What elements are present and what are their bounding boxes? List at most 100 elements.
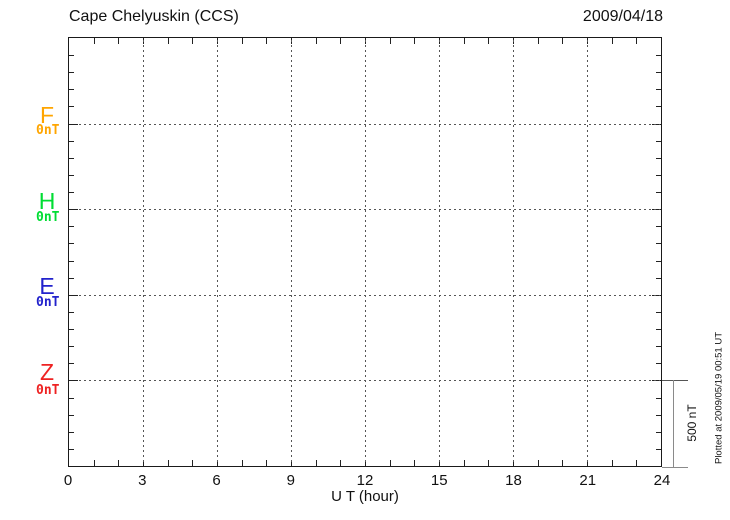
x-tick-bottom — [488, 460, 489, 466]
v-gridline — [513, 40, 514, 465]
v-gridline — [217, 40, 218, 465]
y-tick-left — [69, 141, 74, 142]
y-tick-right — [656, 192, 661, 193]
x-tick-bottom — [464, 460, 465, 466]
x-tick-top — [316, 38, 317, 44]
x-tick-label: 6 — [212, 472, 221, 489]
x-tick-top — [192, 38, 193, 44]
channel-baseline-value-F: 0nT — [36, 123, 60, 138]
x-tick-top — [118, 38, 119, 44]
y-tick-right — [656, 398, 661, 399]
y-tick-left — [69, 432, 74, 433]
plot-timestamp-note: Plotted at 2009/05/19 00:51 UT — [713, 331, 725, 465]
h-gridline — [79, 295, 660, 296]
x-tick-bottom — [192, 460, 193, 466]
y-tick-left — [69, 209, 78, 210]
v-gridline — [365, 40, 366, 465]
channel-label-E: E — [39, 273, 55, 299]
x-tick-bottom — [538, 460, 539, 466]
y-tick-left — [69, 106, 74, 107]
y-tick-left — [69, 226, 74, 227]
y-tick-left — [69, 449, 74, 450]
channel-label-Z: Z — [39, 359, 55, 385]
y-tick-left — [69, 346, 74, 347]
x-tick-label: 15 — [430, 472, 448, 489]
x-tick-top — [266, 38, 267, 44]
x-tick-bottom — [168, 460, 169, 466]
y-tick-right — [656, 449, 661, 450]
y-tick-left — [69, 415, 74, 416]
y-tick-left — [69, 158, 74, 159]
y-tick-left — [69, 380, 78, 381]
x-tick-top — [612, 38, 613, 44]
y-tick-right — [656, 243, 661, 244]
x-tick-top — [488, 38, 489, 44]
x-tick-label: 12 — [356, 472, 374, 489]
y-tick-left — [69, 89, 74, 90]
x-tick-bottom — [636, 460, 637, 466]
x-tick-bottom — [94, 460, 95, 466]
x-tick-top — [538, 38, 539, 44]
x-tick-label: 9 — [286, 472, 295, 489]
y-tick-right — [656, 158, 661, 159]
y-tick-left — [69, 398, 74, 399]
v-gridline — [143, 40, 144, 465]
x-tick-label: 3 — [138, 472, 147, 489]
x-tick-bottom — [242, 460, 243, 466]
channel-baseline-value-E: 0nT — [36, 295, 60, 310]
x-tick-top — [242, 38, 243, 44]
x-tick-label: 24 — [653, 472, 671, 489]
x-tick-bottom — [266, 460, 267, 466]
y-tick-left — [69, 329, 74, 330]
y-tick-right — [656, 106, 661, 107]
date-label: 2009/04/18 — [582, 8, 663, 25]
h-gridline — [79, 124, 660, 125]
x-tick-top — [340, 38, 341, 44]
x-tick-bottom — [340, 460, 341, 466]
x-tick-top — [94, 38, 95, 44]
y-tick-left — [69, 124, 78, 125]
y-tick-right — [656, 432, 661, 433]
y-tick-right — [656, 141, 661, 142]
h-gridline — [79, 380, 660, 381]
y-tick-right — [656, 415, 661, 416]
v-gridline — [439, 40, 440, 465]
x-tick-bottom — [118, 460, 119, 466]
y-tick-left — [69, 278, 74, 279]
channel-baseline-value-Z: 0nT — [36, 383, 60, 398]
y-tick-left — [69, 363, 74, 364]
y-tick-right — [656, 226, 661, 227]
scale-bar-label: 500 nT — [685, 404, 699, 442]
x-tick-label: 21 — [579, 472, 597, 489]
y-tick-right — [656, 89, 661, 90]
v-gridline — [587, 40, 588, 465]
x-tick-bottom — [612, 460, 613, 466]
channel-label-H: H — [38, 188, 56, 214]
y-tick-right — [656, 72, 661, 73]
y-tick-left — [69, 55, 74, 56]
x-tick-top — [168, 38, 169, 44]
y-tick-left — [69, 312, 74, 313]
h-gridline — [79, 209, 660, 210]
x-tick-bottom — [562, 460, 563, 466]
x-tick-bottom — [390, 460, 391, 466]
y-tick-left — [69, 295, 78, 296]
scale-bar-line — [673, 380, 674, 468]
y-tick-left — [69, 243, 74, 244]
x-tick-top — [390, 38, 391, 44]
y-tick-left — [69, 261, 74, 262]
x-tick-top — [562, 38, 563, 44]
x-tick-top — [464, 38, 465, 44]
y-tick-right — [656, 261, 661, 262]
channel-label-F: F — [39, 102, 55, 128]
y-tick-right — [656, 278, 661, 279]
y-tick-right — [656, 175, 661, 176]
x-tick-top — [414, 38, 415, 44]
x-tick-bottom — [414, 460, 415, 466]
y-tick-right — [656, 55, 661, 56]
x-tick-label: 0 — [63, 472, 73, 489]
x-tick-label: 18 — [505, 472, 522, 489]
scale-bar-bottom-cap — [662, 467, 688, 468]
x-tick-bottom — [316, 460, 317, 466]
